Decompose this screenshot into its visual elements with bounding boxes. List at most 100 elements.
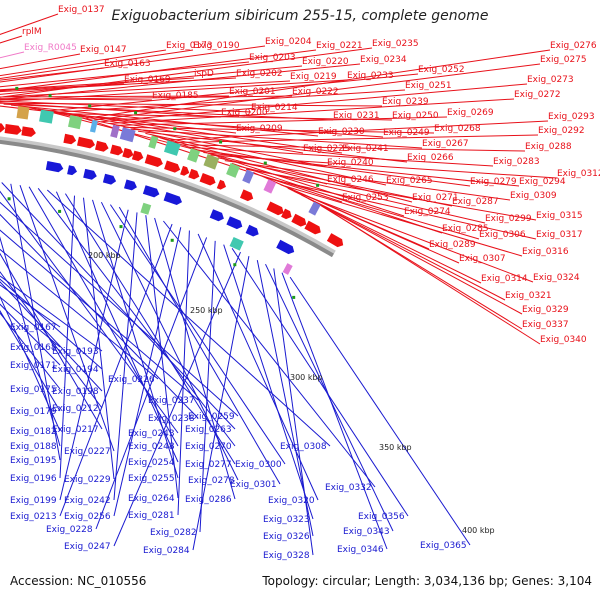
reverse-label-leader (192, 256, 250, 551)
reverse-label-leader (59, 195, 75, 479)
cog-feature-block (226, 162, 240, 178)
reverse-label-leader (0, 271, 103, 409)
reverse-label-leader (0, 278, 103, 370)
cog-feature-block (39, 109, 54, 124)
forward-label-leader (0, 102, 383, 107)
reverse-gene-label: Exig_0195 (10, 456, 57, 466)
reverse-gene-arrow (142, 185, 160, 198)
reverse-gene-arrow (245, 224, 259, 237)
map-title: Exiguobacterium sibiricum 255-15, comple… (111, 8, 489, 24)
forward-label-leader (0, 67, 105, 81)
forward-gene-label: Exig_0209 (236, 124, 283, 134)
forward-gene-arrow (110, 144, 124, 156)
reverse-label-leader (59, 209, 129, 501)
forward-gene-arrow (95, 140, 109, 152)
forward-label-leader (210, 154, 558, 179)
backbone-arc (0, 139, 334, 258)
forward-label-leader (307, 197, 523, 315)
forward-gene-arrow (281, 208, 292, 220)
forward-label-leader (266, 177, 537, 240)
forward-label-leader (0, 49, 167, 77)
forward-gene-label: Exig_0337 (522, 320, 569, 330)
forward-gene-label: Exig_0268 (434, 124, 481, 134)
reverse-gene-label: Exig_0343 (343, 527, 390, 537)
reverse-label-leader (0, 252, 103, 430)
forward-label-leader (63, 113, 393, 121)
forward-gene-label: Exig_0266 (407, 153, 454, 163)
forward-gene-label: Exig_0265 (386, 176, 433, 186)
forward-gene-label: Exig_0269 (447, 108, 494, 118)
reverse-gene-arrow (163, 192, 182, 205)
forward-gene-arrow (326, 233, 344, 248)
forward-gene-label: Exig_0230 (318, 127, 365, 137)
forward-label-leader (86, 49, 551, 119)
reverse-label-leader (109, 204, 286, 465)
reverse-label-leader (46, 189, 331, 447)
forward-label-leader (0, 79, 348, 103)
reverse-gene-label: Exig_0226 (108, 375, 155, 385)
forward-gene-label: Exig_0239 (382, 97, 429, 107)
kbp-tick-label: 250 kbp (190, 306, 223, 315)
reverse-label-leader (0, 236, 61, 447)
forward-gene-label: Exig_0312 (557, 169, 600, 179)
reverse-label-leader (113, 251, 241, 547)
forward-gene-label: Exig_0222 (292, 87, 339, 97)
reverse-gene-label: Exig_0247 (64, 542, 111, 552)
forward-gene-label: Exig_0246 (327, 175, 374, 185)
cog-feature-block (148, 135, 159, 149)
forward-label-leader (0, 47, 373, 98)
reverse-gene-arrow (45, 161, 64, 173)
forward-gene-label: Exig_0329 (522, 305, 569, 315)
reverse-label-leader (223, 244, 314, 520)
forward-gene-label: Exig_0231 (333, 111, 380, 121)
reverse-gene-label: Exig_0256 (64, 512, 111, 522)
reverse-label-leader (83, 197, 115, 480)
forward-label-leader (0, 65, 303, 95)
forward-gene-arrow (0, 123, 6, 133)
forward-gene-label: Exig_0249 (383, 128, 430, 138)
forward-label-leader (167, 120, 549, 141)
reverse-label-leader (64, 193, 236, 465)
forward-gene-label: Exig_0185 (152, 91, 199, 101)
reverse-gene-label: Exig_0238 (148, 414, 195, 424)
forward-label-leader (0, 45, 266, 83)
forward-gene-label: Exig_0203 (249, 53, 296, 63)
forward-gene-arrow (188, 168, 200, 180)
forward-gene-label: Exig_0202 (236, 69, 283, 79)
forward-gene-label: Exig_0288 (525, 142, 572, 152)
reverse-label-leader (59, 223, 173, 517)
reverse-gene-label: Exig_0308 (280, 442, 327, 452)
rna-marker (48, 94, 52, 98)
forward-gene-label: Exig_0283 (493, 157, 540, 167)
forward-gene-label: Exig_0294 (519, 177, 566, 187)
rna-marker (134, 111, 138, 115)
reverse-label-leader (289, 276, 471, 546)
forward-gene-label: rplM (22, 27, 42, 37)
rna-marker (170, 238, 174, 242)
forward-gene-label: Exig_0285 (442, 224, 489, 234)
topology-text: Topology: circular; Length: 3,034,136 bp… (262, 574, 592, 588)
forward-label-leader (26, 106, 343, 154)
forward-gene-label: Exig_0271 (412, 193, 459, 203)
forward-gene-label: Exig_0314 (481, 274, 528, 284)
reverse-gene-label: Exig_0229 (64, 475, 111, 485)
forward-label-leader (130, 128, 423, 149)
forward-label-leader (188, 146, 494, 167)
forward-label-leader (0, 95, 293, 101)
reverse-label-leader (1, 182, 236, 430)
reverse-gene-label: Exig_0284 (143, 546, 190, 556)
forward-gene-arrow (77, 136, 95, 149)
reverse-label-leader (0, 281, 103, 392)
forward-label-leader (115, 116, 448, 126)
cog-feature-block (140, 202, 152, 215)
forward-label-leader (0, 13, 59, 35)
rna-marker (88, 104, 92, 108)
forward-gene-label: Exig_0235 (372, 39, 419, 49)
reverse-gene-label: Exig_0320 (268, 496, 315, 506)
reverse-gene-label: Exig_0356 (358, 512, 405, 522)
reverse-gene-label: Exig_0263 (185, 425, 232, 435)
forward-gene-arrow (216, 179, 226, 190)
reverse-gene-arrow (124, 179, 137, 191)
